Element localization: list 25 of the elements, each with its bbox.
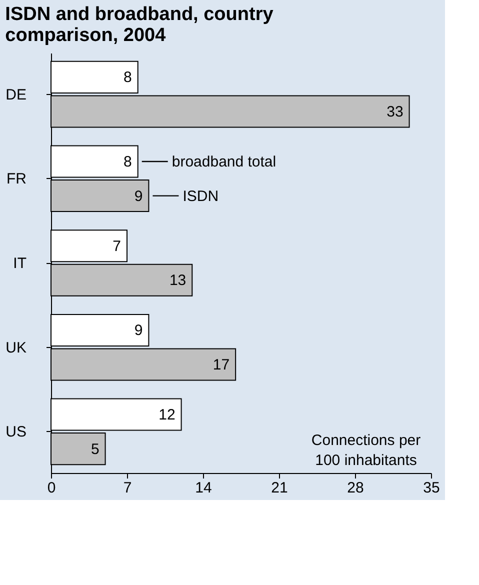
data-label: 5	[90, 440, 100, 458]
data-label: 17	[212, 356, 230, 374]
data-label: 9	[134, 322, 143, 340]
x-tick-label: 28	[347, 480, 364, 496]
annotation: Connections per 100 inhabitants	[311, 432, 421, 469]
y-tick-label: FR	[6, 170, 27, 188]
y-tick-label: UK	[6, 339, 26, 356]
x-tick-label: 21	[271, 480, 288, 496]
y-tick-label: IT	[13, 255, 26, 272]
data-label: 8	[124, 69, 132, 86]
x-tick-label: 35	[423, 480, 440, 496]
data-label: 8	[124, 154, 132, 171]
legend-label: ISDN	[182, 188, 219, 205]
legend-label: broadband total	[172, 154, 276, 171]
x-tick-label: 7	[123, 480, 132, 496]
y-tick-label: DE	[6, 86, 26, 104]
x-tick-label: 14	[195, 480, 212, 496]
data-label: 13	[169, 272, 186, 290]
y-tick-label: US	[6, 424, 26, 441]
data-label: 7	[112, 238, 121, 255]
data-label: 33	[386, 103, 404, 120]
data-label: 12	[158, 406, 176, 424]
chart-title: ISDN and broadband, country comparison, 2004	[5, 4, 274, 46]
data-label: 9	[134, 188, 143, 205]
x-tick-label: 0	[47, 480, 56, 496]
